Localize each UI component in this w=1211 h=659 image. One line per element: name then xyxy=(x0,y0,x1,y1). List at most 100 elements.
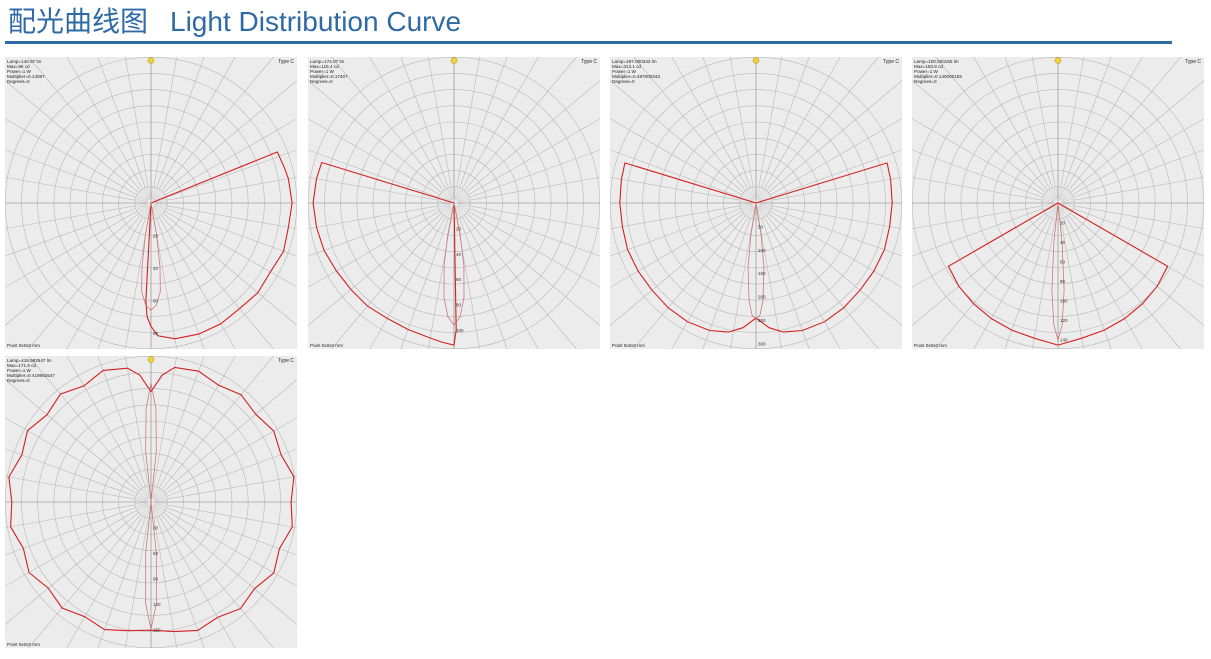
grid-spoke xyxy=(97,57,146,189)
grid-spoke-inner xyxy=(455,206,461,218)
curve-c90 xyxy=(443,202,465,326)
grid-spoke xyxy=(729,218,754,349)
curve-c90 xyxy=(1051,202,1065,342)
grid-spoke-inner xyxy=(749,188,755,200)
grid-spoke-inner xyxy=(1061,201,1074,203)
grid-spoke xyxy=(5,176,136,201)
grid-spoke-inner xyxy=(457,203,470,208)
footer-label: Point 0x0x0 mm xyxy=(914,343,947,348)
grid-spoke-inner xyxy=(153,189,161,200)
grid-spoke xyxy=(369,57,447,190)
grid-spoke xyxy=(124,517,149,648)
grid-spoke-inner xyxy=(135,203,148,205)
footer-label: Point 0x0x0 mm xyxy=(7,343,40,348)
title-underline xyxy=(5,41,1172,44)
grid-spoke-inner xyxy=(1048,206,1056,217)
grid-spoke xyxy=(610,80,744,193)
grid-spoke xyxy=(973,57,1051,190)
grid-spoke-inner xyxy=(135,198,148,203)
grid-spoke xyxy=(308,213,442,326)
grid-spoke xyxy=(610,208,742,257)
grid-spoke xyxy=(1065,57,1143,190)
grid-spoke-inner xyxy=(135,502,148,507)
grid-spoke xyxy=(165,448,297,497)
info-line: Power=1 W xyxy=(914,69,938,74)
type-label: Type C xyxy=(278,59,294,65)
grid-spoke xyxy=(758,57,783,188)
curve-c0 xyxy=(145,151,293,340)
grid-spoke xyxy=(468,149,600,198)
grid-spoke-inner xyxy=(144,505,150,517)
grid-spoke-inner xyxy=(454,187,456,200)
grid-spoke-inner xyxy=(135,500,148,502)
grid-spoke xyxy=(912,213,1046,326)
grid-spoke xyxy=(1068,215,1181,349)
grid-spoke xyxy=(459,57,508,189)
lamp-icon xyxy=(752,57,760,64)
grid-spoke-inner xyxy=(154,504,165,512)
grid-spoke xyxy=(1031,218,1056,349)
grid-spoke xyxy=(761,57,810,189)
grid-spoke-inner xyxy=(438,203,451,208)
grid-spoke-inner xyxy=(457,196,469,202)
grid-spoke xyxy=(1068,57,1181,191)
grid-spoke-inner xyxy=(146,187,151,200)
type-label: Type C xyxy=(581,59,597,65)
tick-label: 80 xyxy=(456,303,462,308)
grid-spoke xyxy=(164,417,297,495)
tick-label: 40 xyxy=(456,252,462,257)
grid-spoke-inner xyxy=(438,201,451,203)
grid-spoke xyxy=(610,176,741,201)
footer-label: Point 0x0x0 mm xyxy=(310,343,343,348)
grid-spoke-inner xyxy=(154,193,165,201)
info-line: Multiplier=0.17407 xyxy=(310,74,348,79)
grid-spoke xyxy=(5,213,139,326)
title-en: Light Distribution Curve xyxy=(170,6,462,37)
curve-c90 xyxy=(747,202,765,321)
grid-spoke-inner xyxy=(1059,188,1065,200)
info-line: Degrees=0 xyxy=(310,79,333,84)
grid-spoke-inner xyxy=(454,206,459,219)
grid-spoke xyxy=(766,215,879,349)
grid-spoke-inner xyxy=(154,201,167,203)
grid-spoke xyxy=(308,118,441,196)
grid-spoke-inner xyxy=(135,201,148,203)
grid-spoke-inner xyxy=(152,487,158,499)
grid-spoke xyxy=(467,118,600,196)
info-line: Multiplier=0.14097 xyxy=(7,74,45,79)
grid-spoke xyxy=(166,504,297,529)
grid-spoke-inner xyxy=(756,206,761,219)
photometric-info: Lamp=140.97 lm Max=86 cd Power=1 W Multipli… xyxy=(7,59,45,84)
grid-spoke-inner xyxy=(154,497,167,502)
grid-spoke xyxy=(158,216,236,349)
curve-c90 xyxy=(141,202,161,311)
grid-spoke-inner xyxy=(455,188,461,200)
grid-spoke xyxy=(912,176,1043,201)
grid-spoke-inner xyxy=(457,204,469,210)
tick-label: 80 xyxy=(153,331,159,336)
grid-spoke-inner xyxy=(1060,206,1068,217)
polar-chart-2: 20 40 60 80 100 Lamp=174.07 lm Max=115.4 cd Pow… xyxy=(308,57,600,349)
grid-spoke xyxy=(165,208,297,257)
tick-label: 250 xyxy=(758,318,766,323)
grid-spoke xyxy=(1004,57,1053,189)
grid-spoke xyxy=(153,57,178,188)
grid-spoke xyxy=(469,176,600,201)
grid-spoke-inner xyxy=(456,206,464,217)
grid-spoke xyxy=(28,57,141,191)
tick-label: 100 xyxy=(1060,298,1068,303)
info-line: Power=1 W xyxy=(7,69,31,74)
footer-label: Point 0x0x0 mm xyxy=(612,343,645,348)
grid-spoke xyxy=(153,356,178,487)
grid-spoke-inner xyxy=(136,495,148,501)
grid-spoke xyxy=(610,213,744,326)
tick-label: 80 xyxy=(1060,279,1066,284)
grid-spoke xyxy=(156,516,205,648)
grid-spoke xyxy=(935,215,1048,349)
grid-spoke xyxy=(369,216,447,349)
grid-spoke-inner xyxy=(144,487,150,499)
grid-spoke-inner xyxy=(1048,189,1056,200)
curve-c90 xyxy=(145,383,157,630)
grid-spoke xyxy=(66,356,144,489)
